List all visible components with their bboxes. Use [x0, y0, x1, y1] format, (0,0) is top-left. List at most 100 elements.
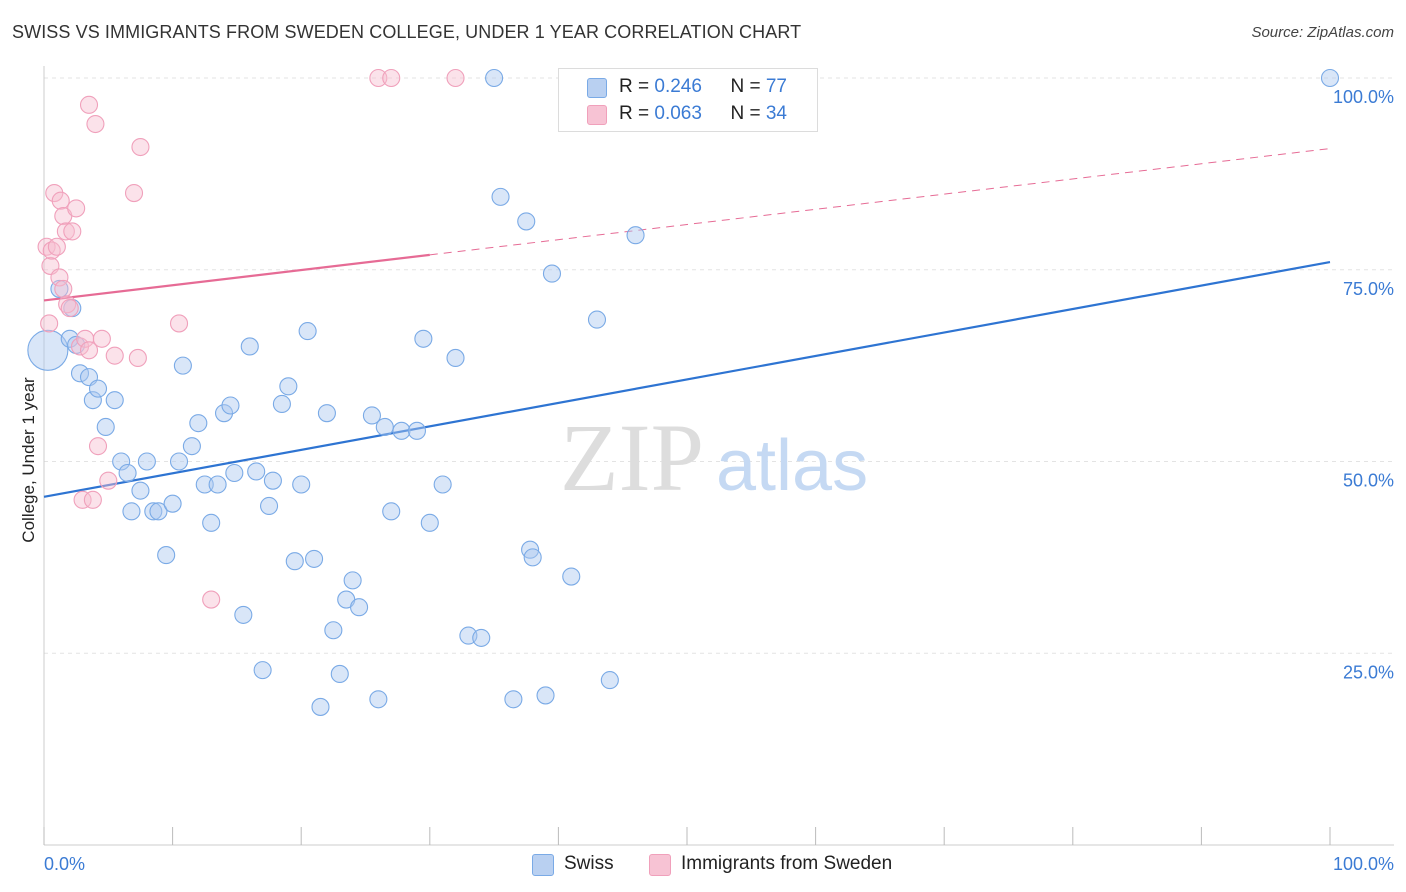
swiss-point: [472, 628, 491, 647]
swiss-point: [536, 686, 555, 705]
swiss-point: [105, 391, 124, 410]
swiss-n-value: 77: [765, 76, 787, 97]
swiss-point: [292, 475, 311, 494]
swiss-point: [169, 452, 189, 471]
sweden-point: [83, 490, 102, 509]
swiss-point: [263, 471, 282, 490]
sweden-trend-line-dashed: [429, 148, 1331, 256]
sweden-point: [88, 437, 108, 456]
swiss-point: [343, 571, 362, 590]
sweden-point: [50, 268, 69, 287]
swiss-point: [202, 513, 221, 532]
swiss-point: [485, 68, 504, 88]
data-points: [27, 68, 1340, 716]
swiss-point: [517, 212, 536, 231]
sweden-point: [105, 346, 124, 365]
sweden-point: [124, 184, 144, 203]
swiss-point: [253, 661, 272, 680]
sweden-point: [60, 299, 79, 318]
watermark-zip: ZIP: [560, 404, 704, 511]
bottom-swiss-label: Swiss: [564, 853, 614, 874]
sweden-point: [45, 184, 64, 203]
swiss-point: [112, 452, 131, 471]
swiss-point: [70, 364, 90, 383]
y-tick-label-3: 100.0%: [1333, 87, 1394, 107]
swiss-point: [433, 475, 452, 494]
swiss-point: [83, 391, 102, 410]
bottom-sweden-swatch: [649, 854, 671, 876]
source-label: Source: ZipAtlas.com: [1251, 24, 1394, 41]
sweden-point: [40, 314, 59, 333]
sweden-point: [63, 222, 82, 241]
sweden-point: [92, 329, 111, 348]
swiss-r-label: R =: [619, 76, 655, 97]
swiss-point: [259, 496, 279, 516]
bottom-sweden-label: Immigrants from Sweden: [681, 853, 893, 874]
swiss-point: [504, 690, 523, 709]
x-tick-label-1: 100.0%: [1333, 854, 1394, 874]
sweden-point: [128, 348, 147, 368]
swiss-point: [279, 377, 298, 396]
sweden-r-label: R =: [619, 103, 655, 124]
sweden-point: [169, 314, 189, 333]
swiss-point: [1320, 68, 1340, 88]
sweden-point: [54, 279, 73, 298]
swiss-point: [324, 621, 343, 640]
swiss-point: [208, 475, 227, 494]
sweden-r-value: 0.063: [654, 103, 702, 124]
sweden-n-value: 34: [765, 103, 787, 124]
swiss-point: [27, 329, 69, 371]
swiss-point: [88, 379, 108, 398]
y-tick-labels: 25.0% 50.0% 75.0% 100.0%: [1333, 87, 1394, 682]
swiss-point: [542, 264, 562, 283]
swiss-point: [285, 552, 304, 571]
y-tick-label-1: 50.0%: [1343, 471, 1394, 491]
swiss-point: [225, 463, 244, 483]
y-axis-label: College, Under 1 year: [19, 377, 38, 543]
swiss-swatch: [587, 78, 607, 98]
swiss-point: [137, 452, 156, 471]
x-tick-label-0: 0.0%: [44, 854, 85, 874]
swiss-point: [272, 394, 291, 414]
swiss-point: [240, 337, 259, 356]
sweden-point: [86, 114, 105, 134]
sweden-point: [446, 68, 465, 88]
swiss-point: [414, 329, 433, 348]
swiss-point: [350, 598, 369, 617]
chart-title: SWISS VS IMMIGRANTS FROM SWEDEN COLLEGE,…: [12, 22, 802, 42]
swiss-point: [305, 549, 324, 568]
sweden-point: [382, 68, 401, 88]
swiss-point: [189, 414, 208, 433]
swiss-point: [247, 462, 266, 481]
sweden-point: [51, 191, 70, 210]
swiss-point: [214, 404, 234, 423]
swiss-point: [173, 356, 192, 375]
sweden-point: [99, 471, 118, 490]
swiss-point: [298, 322, 317, 341]
swiss-point: [407, 421, 426, 440]
swiss-point: [221, 396, 240, 415]
sweden-n-label: N =: [730, 103, 766, 124]
swiss-point: [122, 502, 141, 521]
watermark-atlas: atlas: [716, 426, 868, 506]
y-tick-label-2: 75.0%: [1343, 279, 1394, 299]
swiss-point: [392, 421, 411, 440]
swiss-point: [311, 697, 330, 716]
sweden-point: [79, 95, 99, 114]
y-tick-label-0: 25.0%: [1343, 662, 1394, 682]
swiss-r-value: 0.246: [654, 76, 702, 97]
sweden-point: [67, 199, 86, 218]
swiss-point: [131, 481, 150, 500]
swiss-point: [362, 406, 381, 425]
swiss-point: [195, 475, 214, 494]
sweden-point: [202, 590, 221, 609]
swiss-point: [163, 494, 182, 513]
swiss-point: [96, 417, 115, 437]
swiss-point: [330, 664, 349, 684]
sweden-point: [79, 341, 99, 360]
grid-lines: [44, 77, 1394, 654]
sweden-swatch: [587, 105, 607, 125]
swiss-point: [420, 513, 439, 532]
swiss-point: [626, 226, 645, 245]
